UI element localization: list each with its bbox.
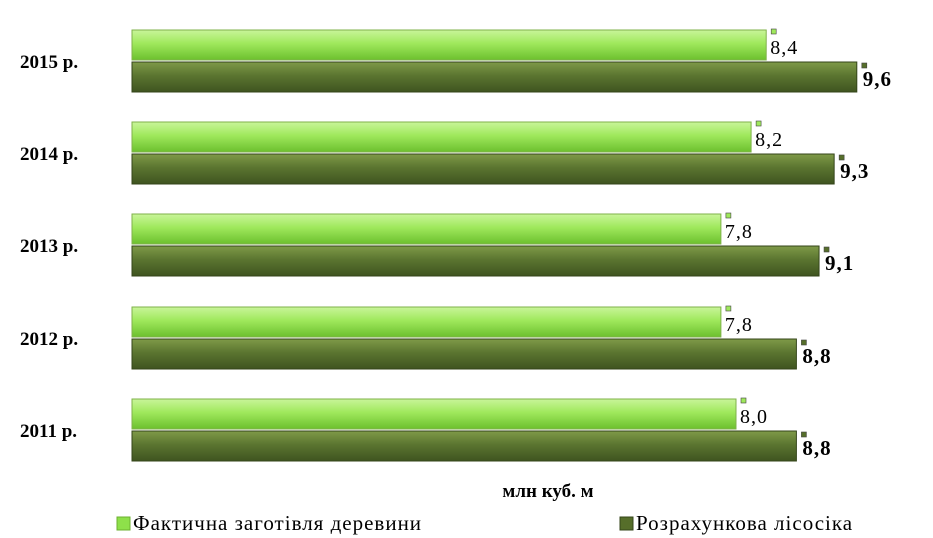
data-label: 9,3 bbox=[840, 159, 869, 183]
label-marker bbox=[725, 305, 732, 312]
label-marker bbox=[770, 28, 777, 35]
data-label: 8,8 bbox=[802, 344, 831, 368]
bar-allowable-cut bbox=[131, 61, 858, 93]
label-marker bbox=[725, 212, 732, 219]
legend-swatch-harvest bbox=[116, 516, 131, 531]
label-marker bbox=[801, 431, 807, 438]
bar-allowable-cut bbox=[131, 430, 797, 462]
data-label: 7,8 bbox=[725, 221, 753, 243]
category-label: 2011 р. bbox=[20, 421, 77, 442]
bar-harvest bbox=[131, 306, 722, 338]
bar-harvest bbox=[131, 121, 752, 153]
label-marker bbox=[823, 246, 830, 253]
legend-label: Фактична заготівля деревини bbox=[133, 511, 422, 535]
label-marker bbox=[755, 120, 762, 127]
data-label: 8,8 bbox=[802, 436, 831, 460]
label-marker bbox=[861, 62, 868, 69]
data-label: 8,0 bbox=[740, 406, 768, 428]
bar-allowable-cut bbox=[131, 153, 835, 185]
bar-harvest bbox=[131, 29, 767, 61]
data-label: 9,6 bbox=[863, 67, 892, 91]
legend-swatch-allowable-cut bbox=[619, 516, 634, 531]
data-label: 8,2 bbox=[755, 129, 783, 151]
legend-label: Розрахункова лісосіка bbox=[636, 511, 853, 535]
data-label: 7,8 bbox=[725, 314, 753, 336]
bar-harvest bbox=[131, 213, 722, 245]
label-marker bbox=[740, 397, 747, 404]
x-axis-label: млн куб. м bbox=[502, 481, 593, 502]
data-label: 8,4 bbox=[770, 37, 798, 59]
category-label: 2014 р. bbox=[20, 144, 78, 165]
label-marker bbox=[838, 154, 845, 161]
data-label: 9,1 bbox=[825, 251, 854, 275]
category-label: 2012 р. bbox=[20, 329, 78, 350]
bar-allowable-cut bbox=[131, 338, 797, 370]
bar-harvest bbox=[131, 398, 737, 430]
category-label: 2013 р. bbox=[20, 236, 78, 257]
category-label: 2015 р. bbox=[20, 52, 78, 73]
label-marker bbox=[801, 339, 807, 346]
bar-allowable-cut bbox=[131, 245, 820, 277]
